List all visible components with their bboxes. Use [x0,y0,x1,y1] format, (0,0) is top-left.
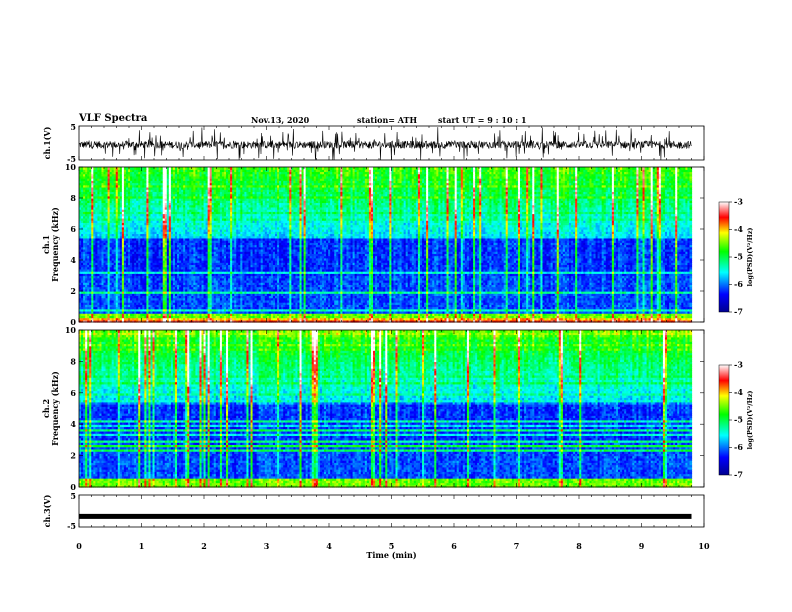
colorbar-tick-label: -3 [734,360,743,370]
y-tick-label: 6 [70,224,76,234]
x-tick-label: 9 [639,541,645,551]
y-tick-label: 5 [70,491,76,501]
y-tick-label: 8 [70,356,76,366]
colorbar-label: log(PSD)(V²/Hz) [746,391,754,450]
y-tick-label: -5 [67,521,76,531]
spectrogram-ch2 [79,167,692,323]
ch3-waveform [79,514,692,519]
y-tick-label: 5 [70,122,76,132]
colorbar-label: log(PSD)(V²/Hz) [746,228,754,287]
colorbar-tick-label: -6 [734,279,743,289]
y-tick-label: 6 [70,388,76,398]
x-tick-label: 6 [451,541,457,551]
x-tick-label: 0 [76,541,82,551]
x-tick-label: 3 [264,541,270,551]
colorbar-tick-label: -5 [734,252,743,262]
colorbar-tick-label: -3 [734,197,743,207]
colorbar-tick-label: -7 [734,307,743,317]
colorbar-tick-label: -7 [734,470,743,480]
colorbar-ch2 [719,202,729,312]
colorbar-tick-label: -6 [734,442,743,452]
colorbar-tick-label: -4 [734,224,743,234]
y-axis-label: ch.2Frequency (kHz) [41,371,60,446]
colorbar-tick-label: -5 [734,415,743,425]
y-tick-label: 4 [70,419,76,429]
y-axis-label: ch.1Frequency (kHz) [41,207,60,282]
y-axis-label: ch.1(V) [42,126,52,159]
x-tick-label: 1 [139,541,145,551]
y-tick-label: 2 [70,286,76,296]
y-tick-label: 2 [70,451,76,461]
y-tick-label: 4 [70,255,76,265]
colorbar-tick-label: -4 [734,387,743,397]
x-tick-label: 10 [698,541,710,551]
panel-frame-4 [79,495,704,527]
x-tick-label: 4 [326,541,332,551]
y-tick-label: 10 [65,162,77,172]
x-tick-label: 8 [576,541,582,551]
spectrogram-ch3 [79,330,692,488]
colorbar-ch3 [719,365,729,475]
x-axis-label: Time (min) [366,550,416,560]
x-tick-label: 2 [201,541,207,551]
y-tick-label: 8 [70,193,76,203]
ch1-waveform [79,127,692,160]
x-tick-label: 7 [514,541,520,551]
y-axis-label: ch.3(V) [42,494,52,527]
y-tick-label: 10 [65,325,77,335]
